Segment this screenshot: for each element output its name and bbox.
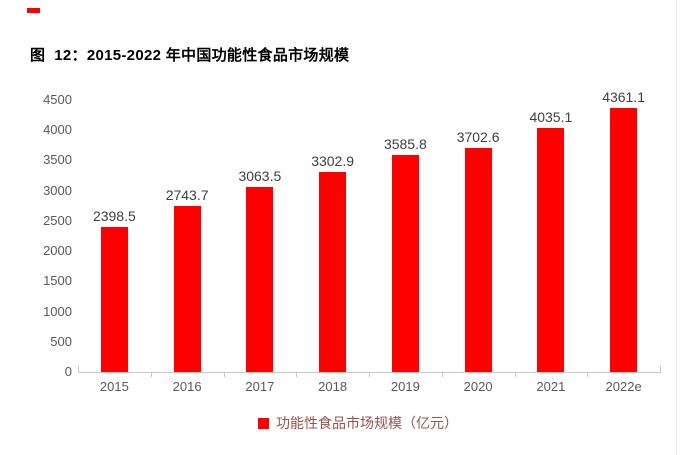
axis-tick [514,373,516,377]
y-axis-label: 2000 [43,243,72,259]
x-axis-line [78,372,660,373]
page-right-border [676,0,677,455]
x-axis-label: 2018 [318,379,348,394]
bar-value-label: 4361.1 [602,89,646,106]
red-corner-marker [27,8,40,13]
x-axis-label: 2020 [463,379,493,394]
y-axis-label: 1500 [43,273,72,289]
bar-value-label: 3702.6 [456,129,500,146]
bar-2018 [319,172,347,372]
legend-label: 功能性食品市场规模（亿元） [276,415,458,431]
bar-2022e [610,108,638,372]
bar-2015 [100,227,128,372]
axis-tick [660,366,661,373]
bar-value-label: 2398.5 [92,208,136,225]
y-axis-label: 4000 [43,122,72,138]
bar-value-label: 3302.9 [311,153,355,170]
axis-tick [150,373,152,377]
axis-tick [441,373,443,377]
axis-tick [296,373,298,377]
bar-value-label: 2743.7 [165,187,209,204]
axis-tick [587,373,589,377]
axis-tick [78,366,79,373]
x-axis-label: 2021 [536,379,566,394]
y-axis-label: 500 [50,333,72,349]
bar-2016 [173,206,201,372]
y-axis-label: 1000 [43,303,72,319]
y-axis-label: 3500 [43,152,72,168]
y-axis-label: 2500 [43,212,72,228]
bar-value-label: 3063.5 [238,167,282,184]
x-axis-label: 2019 [390,379,420,394]
bar-2021 [537,128,565,372]
bar-value-label: 3585.8 [383,136,427,153]
legend-swatch-icon [258,417,269,429]
axis-tick [223,373,225,377]
bar-2019 [391,155,419,372]
bar-2020 [464,148,492,372]
figure-title: 图 12：2015-2022 年中国功能性食品市场规模 [30,47,350,64]
bar-2017 [246,186,274,372]
x-axis-label: 2017 [245,379,275,394]
axis-tick [369,373,370,377]
x-axis-label: 2015 [99,379,129,394]
bar-value-label: 4035.1 [529,109,573,126]
y-axis-label: 0 [64,364,72,379]
x-axis-label: 2022e [605,379,642,394]
y-axis-label: 3000 [43,182,72,198]
y-axis-label: 4500 [43,92,72,107]
chart-legend: 功能性食品市场规模（亿元） [78,414,638,432]
x-axis-label: 2016 [172,379,202,394]
